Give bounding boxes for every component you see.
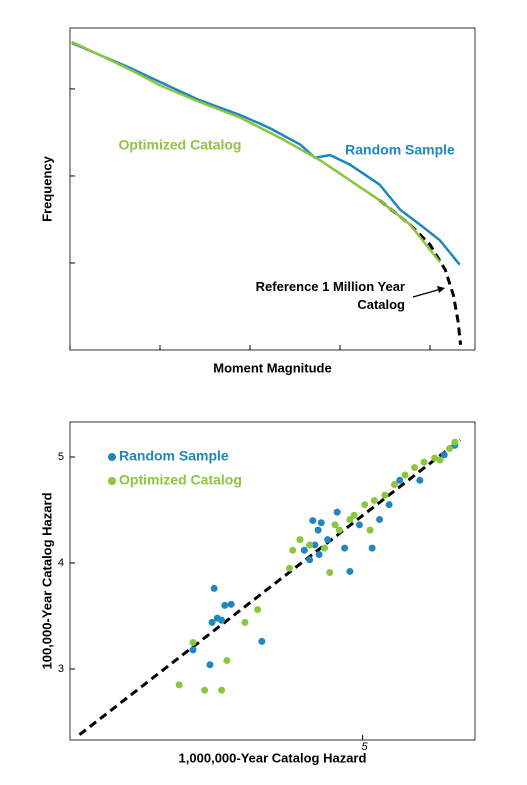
legend-label: Optimized Catalog xyxy=(119,472,242,488)
point xyxy=(376,516,384,524)
point xyxy=(241,618,249,626)
series-label: Optimized Catalog xyxy=(119,137,242,153)
point xyxy=(401,471,409,479)
point xyxy=(331,521,339,529)
point xyxy=(440,451,448,459)
y-axis-label: Frequency xyxy=(39,155,54,222)
point xyxy=(411,464,419,472)
point xyxy=(208,618,216,626)
point xyxy=(320,544,328,552)
point xyxy=(341,544,349,552)
x-axis-label: 1,000,000-Year Catalog Hazard xyxy=(179,750,367,765)
point xyxy=(306,541,314,549)
x-tick-label: 5 xyxy=(362,741,369,753)
point xyxy=(390,481,398,489)
point xyxy=(451,438,459,446)
series-line xyxy=(71,41,461,266)
point xyxy=(396,476,404,484)
series-label: Random Sample xyxy=(345,142,455,158)
point xyxy=(314,526,322,534)
x-axis-label: Moment Magnitude xyxy=(213,360,331,375)
point xyxy=(416,476,424,484)
point xyxy=(300,546,308,554)
point xyxy=(218,686,226,694)
y-tick-label: 4 xyxy=(58,557,64,569)
point xyxy=(420,458,428,466)
point xyxy=(285,564,293,572)
point xyxy=(346,567,354,575)
point xyxy=(306,556,314,564)
point xyxy=(317,519,325,527)
point xyxy=(223,657,231,664)
reference-line xyxy=(78,438,462,736)
point xyxy=(446,445,454,452)
point xyxy=(258,637,266,645)
point xyxy=(189,646,197,654)
point xyxy=(361,501,369,509)
y-tick-label: 5 xyxy=(58,451,64,463)
point xyxy=(289,546,297,554)
series-line xyxy=(378,199,463,345)
point xyxy=(366,526,374,534)
point xyxy=(326,569,334,577)
point xyxy=(315,551,323,558)
point xyxy=(296,536,304,544)
y-axis-label: 100,000-Year Catalog Hazard xyxy=(39,492,54,669)
point xyxy=(206,661,214,669)
plot-frame xyxy=(69,421,476,741)
point xyxy=(431,454,439,462)
point xyxy=(333,508,341,516)
arrow-head xyxy=(437,286,445,293)
point xyxy=(335,526,343,534)
point xyxy=(370,496,378,504)
plot-frame xyxy=(69,27,476,351)
point xyxy=(218,616,226,624)
y-tick-label: 3 xyxy=(58,663,64,675)
point xyxy=(324,536,332,544)
point xyxy=(350,511,358,519)
series-line xyxy=(71,40,441,263)
legend-marker xyxy=(108,453,116,461)
point xyxy=(381,491,389,499)
point xyxy=(175,681,183,689)
point xyxy=(189,638,197,646)
point xyxy=(254,606,262,614)
point xyxy=(436,456,444,464)
point xyxy=(221,601,229,609)
point xyxy=(311,541,319,549)
point xyxy=(201,686,209,694)
legend-label: Random Sample xyxy=(119,448,229,464)
point xyxy=(368,544,376,552)
legend-marker xyxy=(108,477,116,485)
point xyxy=(355,521,363,529)
reference-label: Reference 1 Million Year Catalog xyxy=(255,279,405,312)
point xyxy=(227,600,235,608)
point xyxy=(210,584,218,592)
point xyxy=(346,516,354,524)
annotation-arrow xyxy=(412,288,442,298)
point xyxy=(309,517,317,525)
point xyxy=(385,501,393,509)
